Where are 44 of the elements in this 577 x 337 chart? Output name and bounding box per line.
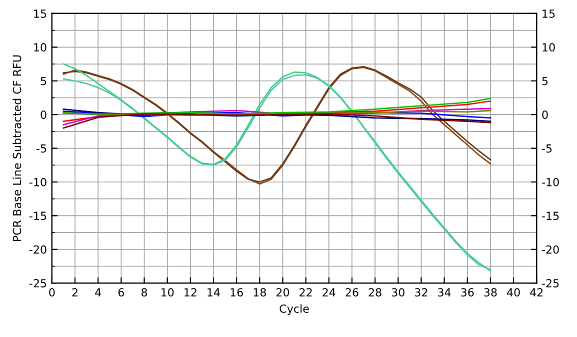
x-tick-label: 18 [254, 288, 266, 297]
x-tick-label: 20 [276, 288, 290, 297]
line-series [62, 113, 492, 129]
y2-tick-label: -20 [542, 245, 559, 254]
y2-tick-label: -5 [542, 144, 552, 153]
x-tick-label: 32 [414, 288, 428, 297]
x-tick-label: 30 [392, 288, 404, 297]
x-tick-label: 10 [161, 288, 174, 297]
y-tick-label: 10 [34, 43, 46, 52]
y-axis-title: PCR Base Line Subtracted CF RFU [12, 55, 22, 242]
y-tick-label: 15 [34, 10, 46, 18]
y-tick-label: 0 [40, 110, 46, 119]
y2-tick-label: 10 [542, 43, 555, 52]
y-tick-label: -20 [29, 245, 46, 254]
y2-tick-label: 0 [542, 110, 548, 119]
y-tick-label: -5 [36, 144, 46, 153]
x-tick-label: 28 [368, 288, 382, 297]
y2-tick-label: -10 [542, 178, 559, 186]
x-axis-title: Cycle [280, 304, 309, 316]
x-tick-label: 34 [438, 288, 451, 297]
x-tick-label: 40 [507, 288, 520, 297]
y-tick-label: -25 [29, 279, 46, 288]
x-tick-label: 42 [530, 288, 543, 296]
x-tick-label: 14 [208, 288, 220, 296]
y2-tick-label: -25 [542, 279, 559, 288]
x-tick-label: 0 [49, 288, 55, 297]
y-tick-label: -10 [29, 178, 46, 186]
y-tick-label: -15 [29, 212, 46, 220]
x-tick-label: 6 [118, 288, 124, 297]
line-series [62, 98, 492, 116]
x-tick-label: 26 [346, 288, 358, 297]
x-tick-label: 36 [461, 288, 474, 297]
y2-tick-label: -15 [542, 212, 559, 220]
y2-tick-label: 5 [542, 77, 548, 86]
x-tick-label: 12 [184, 288, 196, 296]
y-tick-label: 5 [40, 77, 46, 86]
x-tick-label: 4 [95, 288, 101, 296]
x-tick-label: 16 [230, 288, 243, 297]
x-tick-label: 24 [322, 288, 336, 296]
x-tick-label: 8 [141, 288, 148, 297]
y2-tick-label: 15 [542, 10, 555, 18]
x-tick-label: 2 [72, 288, 78, 296]
x-tick-label: 38 [484, 288, 497, 297]
x-tick-label: 22 [300, 288, 312, 296]
